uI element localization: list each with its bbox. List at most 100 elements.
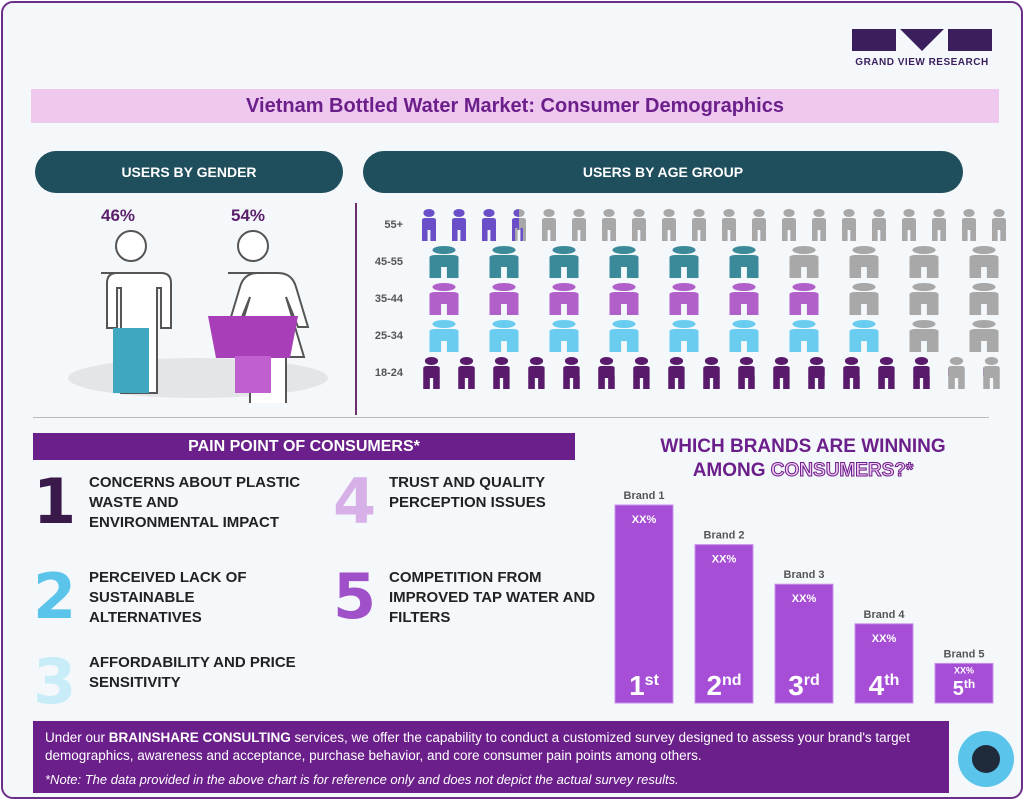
running-person-icon <box>563 357 580 389</box>
family-icon <box>909 246 939 278</box>
running-person-icon <box>598 357 615 389</box>
pain-text: COMPETITION FROM IMPROVED TAP WATER AND … <box>389 569 596 626</box>
bar-rank: 1st <box>629 670 659 701</box>
age-header: USERS BY AGE GROUP <box>363 151 963 193</box>
couple-icon <box>609 320 639 352</box>
pain-item: 2 PERCEIVED LACK OF SUSTAINABLE ALTERNATI… <box>33 568 304 628</box>
pain-item: 5 COMPETITION FROM IMPROVED TAP WATER AND… <box>333 568 604 628</box>
note: *Note: The data provided in the above ch… <box>45 772 679 787</box>
bar-category: Brand 1 <box>624 490 665 502</box>
parents-child-icon <box>429 283 459 315</box>
elderly-person-icon <box>572 209 586 241</box>
family-icon <box>849 246 879 278</box>
pain-text: PERCEIVED LACK OF SUSTAINABLE ALTERNATIV… <box>89 569 247 626</box>
family-icon <box>429 246 459 278</box>
running-person-icon <box>668 357 685 389</box>
male-icon <box>101 230 172 394</box>
running-person-icon <box>948 357 965 389</box>
elderly-person-icon <box>542 209 556 241</box>
family-icon <box>489 246 519 278</box>
pain-number: 3 <box>33 653 75 711</box>
family-icon <box>729 246 759 278</box>
parents-child-icon <box>789 283 819 315</box>
bar-rank: 3rd <box>788 670 820 701</box>
elderly-person-icon <box>602 209 616 241</box>
bar-rank: 5th <box>953 677 975 700</box>
bar-value-label: XX% <box>712 554 737 566</box>
couple-icon <box>909 320 939 352</box>
bar <box>614 504 674 704</box>
logo: GRAND VIEW RESEARCH <box>851 29 993 68</box>
pain-item: 1 CONCERNS ABOUT PLASTIC WASTE AND ENVIRO… <box>33 473 304 533</box>
female-icon <box>208 230 310 403</box>
running-person-icon <box>843 357 860 389</box>
age-label: 25-34 <box>374 330 403 342</box>
age-label: 45-55 <box>374 256 403 268</box>
age-label: 55+ <box>384 219 403 231</box>
running-person-icon <box>493 357 510 389</box>
elderly-person-icon <box>872 209 886 241</box>
elderly-person-icon <box>752 209 766 241</box>
pain-item: 3 AFFORDABILITY AND PRICE SENSITIVITY <box>33 653 304 711</box>
pain-number: 4 <box>333 473 375 531</box>
age-label: 18-24 <box>374 367 403 379</box>
age-label: 35-44 <box>374 293 403 305</box>
footer: Under our BRAINSHARE CONSULTING services… <box>33 721 949 793</box>
bar-value-label: XX% <box>792 593 817 605</box>
running-person-icon <box>983 357 1000 389</box>
divider <box>33 417 989 418</box>
elderly-person-icon <box>932 209 946 241</box>
couple-icon <box>789 320 819 352</box>
age-row: 18-24 <box>363 354 1008 392</box>
pain-item: 4 TRUST AND QUALITY PERCEPTION ISSUES <box>333 473 604 531</box>
female-pct: 54% <box>231 206 266 225</box>
elderly-person-icon <box>722 209 736 241</box>
brainshare-badge-icon[interactable] <box>958 731 1014 787</box>
couple-icon <box>489 320 519 352</box>
bar-category: Brand 2 <box>704 530 745 542</box>
age-row: 45-55 <box>363 243 1013 281</box>
age-row: 35-44 <box>363 280 1013 318</box>
parents-child-icon <box>549 283 579 315</box>
bar <box>934 662 994 704</box>
parents-child-icon <box>909 283 939 315</box>
divider <box>355 203 357 415</box>
logo-text: GRAND VIEW RESEARCH <box>855 57 989 68</box>
elderly-person-icon <box>422 209 436 241</box>
chart-title: WHICH BRANDS ARE WINNING AMONG CONSUMERS… <box>660 436 946 482</box>
bar-category: Brand 5 <box>944 648 985 660</box>
elderly-person-icon <box>992 209 1006 241</box>
elderly-person-icon <box>962 209 976 241</box>
running-person-icon <box>738 357 755 389</box>
couple-icon <box>549 320 579 352</box>
brand-chart: Brand 1 XX% 1st Brand 2 XX% 2nd Brand 3 XX% 3rd B… <box>614 490 994 704</box>
running-person-icon <box>423 357 440 389</box>
elderly-person-icon <box>692 209 706 241</box>
running-person-icon <box>703 357 720 389</box>
couple-icon <box>429 320 459 352</box>
pain-text: AFFORDABILITY AND PRICE SENSITIVITY <box>89 654 296 691</box>
running-person-icon <box>773 357 790 389</box>
parents-child-icon <box>849 283 879 315</box>
bar-value-label: XX% <box>632 514 657 526</box>
elderly-person-icon <box>812 209 826 241</box>
bar-value-label: XX% <box>872 633 897 645</box>
bar <box>774 583 834 704</box>
couple-icon <box>849 320 879 352</box>
pain-text: CONCERNS ABOUT PLASTIC WASTE AND ENVIRON… <box>89 474 301 531</box>
parents-child-icon <box>669 283 699 315</box>
couple-icon <box>969 320 999 352</box>
gender-header: USERS BY GENDER <box>35 151 343 193</box>
family-icon <box>669 246 699 278</box>
pain-header: PAIN POINT OF CONSUMERS* <box>33 433 575 460</box>
pain-number: 2 <box>33 568 75 626</box>
running-person-icon <box>808 357 825 389</box>
parents-child-icon <box>969 283 999 315</box>
bar-category: Brand 4 <box>864 609 906 621</box>
pain-number: 5 <box>333 568 375 626</box>
elderly-person-icon <box>512 209 526 241</box>
parents-child-icon <box>729 283 759 315</box>
family-icon <box>969 246 999 278</box>
couple-icon <box>729 320 759 352</box>
